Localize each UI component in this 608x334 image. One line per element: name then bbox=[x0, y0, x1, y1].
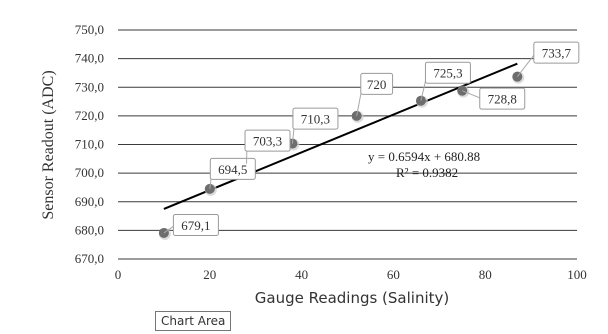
x-tick-label: 20 bbox=[203, 267, 216, 282]
data-label-box bbox=[244, 129, 291, 152]
y-tick-label: 720,0 bbox=[75, 108, 104, 123]
y-axis-title: Sensor Readout (ADC) bbox=[40, 70, 57, 219]
trendline-group bbox=[163, 62, 518, 210]
trendline bbox=[163, 62, 518, 210]
x-tick-label: 100 bbox=[567, 267, 587, 282]
data-label-box bbox=[424, 61, 471, 84]
x-tick-label: 80 bbox=[479, 267, 492, 282]
y-tick-label: 670,0 bbox=[75, 251, 104, 266]
y-tick-label: 680,0 bbox=[75, 222, 104, 237]
trendline-r-squared: R² = 0.9382 bbox=[396, 165, 458, 180]
trendline-equation: y = 0.6594x + 680.88 bbox=[368, 149, 480, 164]
x-tick-label: 0 bbox=[115, 267, 122, 282]
axis-ticks: 670,0 680,0 690,0 700,0 710,0 720,0 730,0 740,0… bbox=[75, 22, 587, 282]
data-label-box bbox=[479, 87, 526, 110]
data-label: 679,1 bbox=[181, 218, 210, 233]
x-axis-title: Gauge Readings (Salinity) bbox=[255, 289, 450, 307]
data-labels: 679,1 694,5 703,3 710,3 720 725,3 728,8 733,7 bbox=[163, 41, 580, 236]
data-label-leader bbox=[462, 90, 482, 100]
y-tick-label: 710,0 bbox=[75, 137, 104, 152]
data-label-box bbox=[209, 157, 256, 180]
data-label-box bbox=[360, 72, 394, 95]
y-tick-label: 690,0 bbox=[75, 194, 104, 209]
data-label-leader bbox=[516, 52, 537, 77]
x-tick-label: 60 bbox=[387, 267, 400, 282]
data-label: 728,8 bbox=[488, 92, 517, 107]
y-tick-label: 700,0 bbox=[75, 165, 104, 180]
data-label: 725,3 bbox=[433, 66, 462, 81]
chart-area-tooltip: Chart Area bbox=[155, 311, 232, 331]
data-label-box bbox=[292, 107, 339, 130]
data-label: 703,3 bbox=[253, 134, 282, 149]
data-label: 733,7 bbox=[542, 46, 572, 61]
data-label-box bbox=[533, 41, 580, 64]
y-tick-label: 740,0 bbox=[75, 51, 104, 66]
y-tick-label: 750,0 bbox=[75, 22, 104, 37]
data-label: 720 bbox=[367, 77, 387, 92]
data-label: 710,3 bbox=[301, 112, 330, 127]
y-tick-label: 730,0 bbox=[75, 79, 104, 94]
data-label: 694,5 bbox=[218, 162, 247, 177]
x-tick-label: 40 bbox=[295, 267, 308, 282]
data-label-box bbox=[172, 213, 219, 236]
